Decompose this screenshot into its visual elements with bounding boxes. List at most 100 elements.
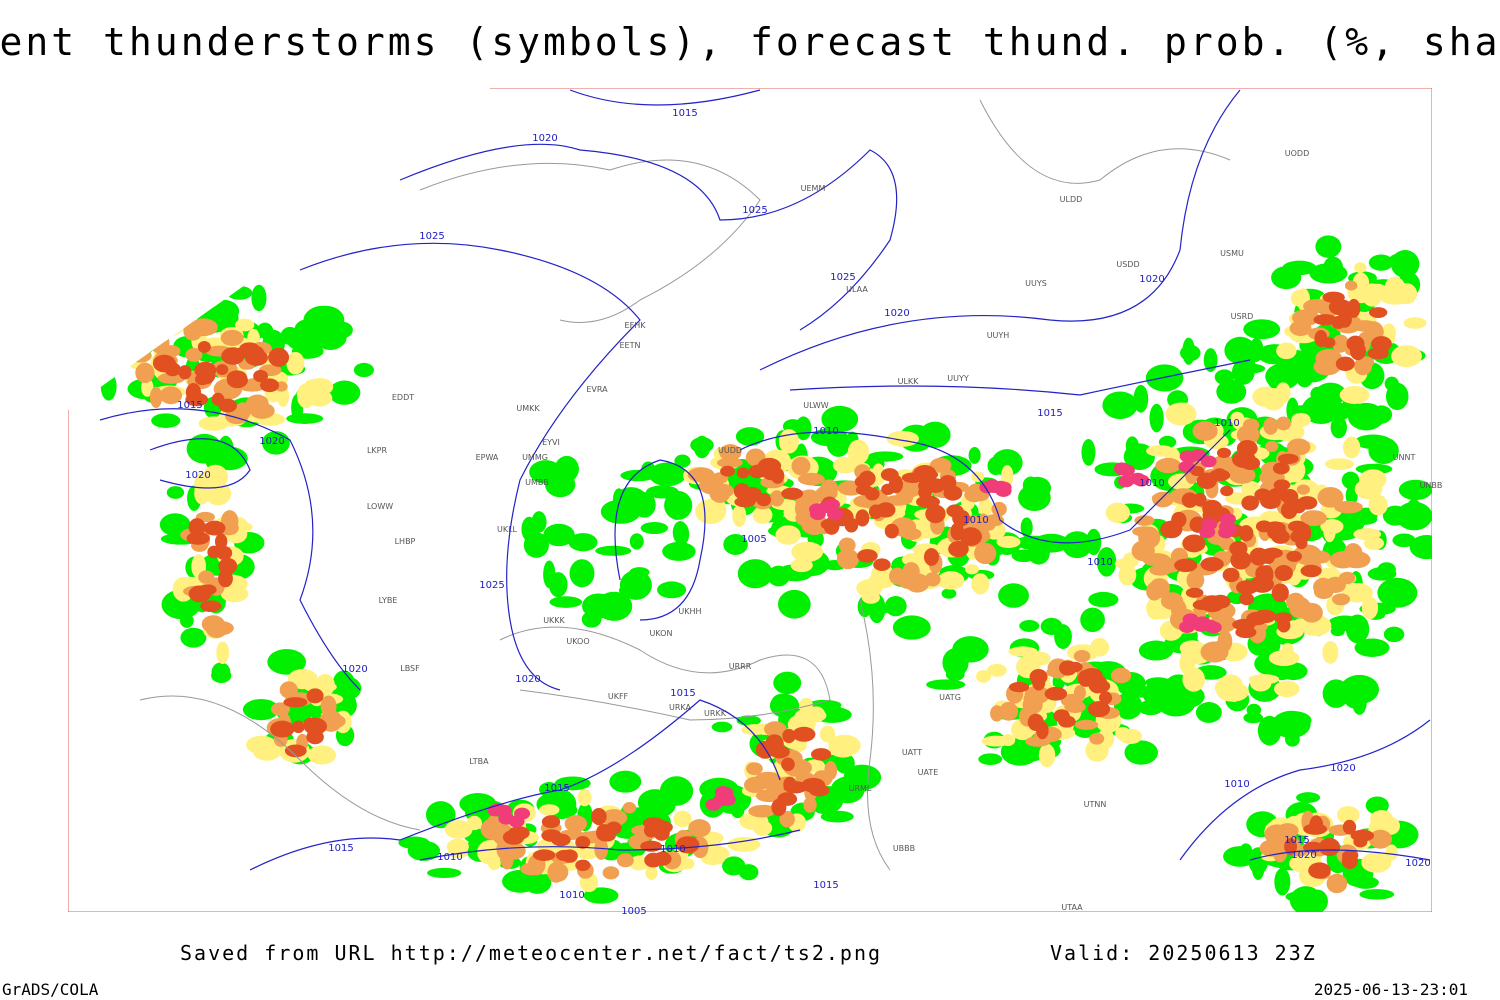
shade-blob [1291,412,1311,428]
shade-blob [541,815,561,829]
shade-blob [779,810,795,828]
shade-blob [673,810,692,828]
shade-blob [1210,594,1231,609]
shade-blob [1296,792,1321,803]
shade-blob [1354,434,1392,450]
shade-blob [902,562,920,581]
shade-blob [622,802,637,814]
shade-blob [939,474,957,491]
station-label: UUDD [718,446,742,455]
isobar-label: 1020 [515,674,540,685]
shade-blob [487,856,501,871]
shade-blob [769,745,790,759]
shade-blob [284,744,307,758]
station-label: EDDT [392,393,414,402]
shade-blob [218,569,233,588]
shade-blob [974,542,997,565]
shade-blob [1038,743,1056,768]
shade-blob [1354,478,1383,500]
shade-blob [1295,536,1308,550]
shade-blob [609,770,642,793]
shade-blob [1384,276,1405,298]
shade-blob [554,776,591,791]
shade-blob [1008,681,1030,693]
shade-blob [756,804,774,815]
isobar-label: 1010 [1087,557,1112,568]
shade-blob [736,467,750,479]
shade-blob [945,668,965,681]
shade-blob [216,364,229,376]
station-label: UNNT [1393,453,1416,462]
shade-blob [732,504,747,527]
shade-blob [1292,309,1320,327]
shade-blob [1341,471,1360,489]
shade-blob [819,725,836,743]
shade-blob [1332,593,1351,606]
shade-blob [1357,356,1375,369]
shade-blob [1324,458,1354,470]
shade-blob [719,444,742,462]
shade-blob [1383,626,1405,643]
shade-blob [188,518,206,537]
shade-blob [633,492,656,518]
shade-blob [1274,564,1293,581]
shade-blob [754,771,782,789]
shade-blob [1095,680,1111,693]
station-label: LKPR [367,446,388,455]
shade-blob [711,721,733,733]
station-label: UKON [650,629,673,638]
shade-blob [929,457,952,473]
shade-blob [1239,843,1253,858]
shade-blob [999,701,1019,721]
shade-blob [672,521,688,544]
shade-blob [1019,619,1040,632]
shade-blob [242,698,280,721]
shade-blob [941,588,957,599]
shade-blob [1265,440,1279,452]
shade-blob [296,383,316,409]
shade-blob [1081,668,1103,683]
shade-blob [778,429,799,454]
shade-blob [1284,838,1297,856]
shade-blob [1181,492,1198,508]
isobar-label: 1015 [544,783,569,794]
shade-blob [568,533,598,552]
shade-blob [1203,348,1218,373]
timestamp: 2025-06-13-23:01 [1314,980,1468,999]
station-label: USMU [1220,249,1244,258]
shade-blob [1216,447,1232,458]
storm-symbol [712,794,729,807]
shade-blob [1081,438,1096,466]
shade-blob [520,862,544,876]
shade-blob [781,487,803,500]
isobar-label: 1020 [532,133,557,144]
shade-blob [823,516,840,535]
shade-blob [1313,358,1341,376]
shade-blob [844,517,859,533]
shade-blob [201,615,225,633]
shade-blob [183,321,203,341]
shade-blob [549,862,569,882]
shade-blob [529,460,563,484]
shade-blob [1054,624,1072,649]
station-label: USDD [1116,260,1139,269]
shade-blob [268,347,290,367]
shade-blob [1118,564,1137,586]
shade-blob [180,627,207,648]
shade-blob [873,558,891,571]
shade-blob [1020,517,1033,538]
shade-blob [1300,564,1322,578]
shade-blob [1080,607,1105,633]
map-labels: 1015 1020 1025 1025 1025 1020 1020 1015 1020 1020… [177,108,1442,917]
shade-blob [1368,829,1392,849]
station-label: EFHK [625,321,647,330]
shade-blob [234,402,252,420]
shade-blob [128,348,152,363]
shade-blob [1238,354,1256,370]
shade-blob [674,454,691,468]
shade-blob [629,533,644,550]
shade-blob [541,829,562,842]
shade-blob [132,297,160,311]
shade-blob [1241,495,1259,511]
shade-blob [790,558,813,573]
